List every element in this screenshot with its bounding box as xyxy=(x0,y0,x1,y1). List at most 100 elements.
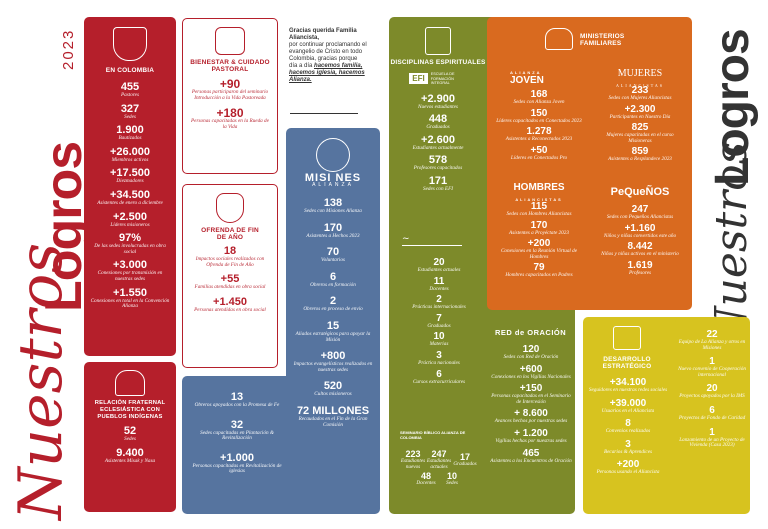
disciplinas-col3-stats: 120 Sedes con Red de Oración +600 Conexione… xyxy=(490,345,572,468)
hands-icon xyxy=(215,27,245,55)
stat-label: Asistentes de enero a diciembre xyxy=(97,199,163,206)
stat-value: +34.100 xyxy=(609,377,647,388)
stat-item: +1.450 Personas atendidas en obra social xyxy=(189,295,271,319)
stat-item: 97% De las sedes involucradas en obra soc… xyxy=(90,233,170,259)
stat-item: +800 Impactos evangelísticos realizados e… xyxy=(293,351,373,380)
stat-item: +150 Personas capacitadas en el Seminario… xyxy=(490,384,572,408)
stat-value: 170 xyxy=(530,219,548,231)
stat-label: Graduados xyxy=(426,124,450,131)
stat-item: +26.000 Miembros activos xyxy=(90,146,170,168)
stat-value: 465 xyxy=(522,447,540,459)
stat-value: 3 xyxy=(625,438,631,450)
stat-value: 327 xyxy=(120,102,140,115)
stat-label: Conexiones en la Reunión Virtual de Homb… xyxy=(500,248,578,260)
stat-label: Participantes en Nuestro Día xyxy=(609,113,671,120)
disciplinas-col1: DISCIPLINAS ESPIRITUALES EFI ESCUELA DE … xyxy=(389,27,487,196)
stat-label: Graduados xyxy=(427,322,451,329)
stat-item: 859 Asistentes a Resplandece 2023 xyxy=(597,147,683,165)
bienestar-title: BIENESTAR & CUIDADO PASTORAL xyxy=(190,59,270,73)
gracias-bold: Gracias querida Familia Aliancista, xyxy=(289,28,357,41)
stat-value: 52 xyxy=(123,425,137,437)
stat-item: 20 Estudiantes actuales xyxy=(400,258,478,276)
stat-item: 6 Proyectos de Fondo de Caridad xyxy=(677,404,747,427)
ministerios-right: 233 Sedes con Mujeres Aliancistas +2.300 Pa… xyxy=(596,86,684,166)
stat-item: +34.100 Seguidores en nuestras redes soci… xyxy=(587,378,669,398)
stat-item: 455 Pastores xyxy=(90,82,170,103)
stat-value: 6 xyxy=(709,404,715,416)
stat-value: +200 xyxy=(616,459,640,471)
stat-item: 247 Sedes con Pequeños Aliancistas xyxy=(597,205,683,223)
stat-label: Sedes con Misiones Alianza xyxy=(304,208,362,214)
stat-item: 10 Sedes xyxy=(439,472,465,488)
stat-item: 138 Sedes con Misiones Alianza xyxy=(293,198,373,222)
panel-misiones: MISI NES ALIANZA 138 Sedes con Misiones A… xyxy=(286,128,380,514)
stat-item: 223 Estudiantes nuevos xyxy=(400,450,426,471)
stat-label: Asistentes a Proyéctate 2023 xyxy=(509,229,569,236)
stat-label: Personas capacitadas en el Seminario de … xyxy=(491,393,571,405)
gracias-text: Gracias querida Familia Aliancista, por … xyxy=(289,28,367,84)
stat-item: +2.900 Nuevos estudiantes xyxy=(393,93,483,114)
stat-item: 6 Cursos extracurriculares xyxy=(400,369,478,388)
stat-item: +200 Conexiones en la Reunión Virtual de … xyxy=(496,239,582,262)
stat-label: Nuevo convenio de Cooperación internacio… xyxy=(678,366,746,378)
stat-value: 97% xyxy=(118,232,142,245)
stat-label: Becarios & Aprendices xyxy=(603,448,653,455)
stat-value: 20 xyxy=(706,383,718,395)
stat-label: Sedes con Mujeres Aliancistas xyxy=(608,95,672,101)
stat-item: 15 Aliados estratégicos para apoyar la Mi… xyxy=(293,320,373,350)
stat-label: Obreros en proceso de envío xyxy=(303,306,363,313)
joven-logo: ALIANZA JOVEN xyxy=(510,70,544,86)
stat-item: 247 Estudiantes actuales xyxy=(426,450,452,471)
stat-value: +1.160 xyxy=(624,222,656,234)
stat-item: + 8.600 Avances hechos por nuestras sedes xyxy=(490,409,572,428)
misiones-sub: ALIANZA xyxy=(312,182,354,188)
misiones-stats: 138 Sedes con Misiones Alianza 170 Asistent… xyxy=(293,198,373,436)
stat-label: Graduados xyxy=(453,460,477,467)
stat-label: Estudiantes actuales xyxy=(426,458,452,470)
gracias-body: por continuar proclamando el evangelio d… xyxy=(289,42,367,69)
stat-value: + 1.200 xyxy=(514,427,548,439)
stat-item: 1 Lanzamiento de un Proyecto de Vivienda … xyxy=(677,427,747,454)
stat-label: Sedes xyxy=(124,436,136,442)
stat-item: 520 Cultos misioneros xyxy=(293,381,373,405)
disciplinas-col3: 120 Sedes con Red de Oración +600 Conexione… xyxy=(489,345,573,468)
stat-item: +2.600 Estudiantes actualmente xyxy=(393,134,483,155)
stat-value: +50 xyxy=(530,144,548,156)
stat-label: Sedes xyxy=(446,480,458,487)
stat-item: + 1.200 Vigilias hechas por nuestras sede… xyxy=(490,427,572,448)
stat-label: Asistentes Misak y Nasa xyxy=(104,457,156,464)
panel-fraternal: RELACIÓN FRATERNAL ECLESIÁSTICA CON PUEB… xyxy=(84,362,176,512)
joven-word: JOVEN xyxy=(510,75,544,86)
stat-label: Sedes con Hombres Aliancistas xyxy=(506,211,572,217)
desarrollo-title: DESARROLLO ESTRATÉGICO xyxy=(602,356,652,370)
stat-item: +55 Familias atendidas en obra social xyxy=(189,274,271,296)
stat-label: Personas atendidas en obra social xyxy=(194,306,266,313)
signature-logo: ~ xyxy=(402,234,462,246)
colombia-title: EN COLOMBIA xyxy=(105,67,155,74)
efi-logo: EFI ESCUELA DE FORMACIÓN INTEGRAL xyxy=(409,72,466,86)
stat-value: 10 xyxy=(433,331,445,343)
brand-year: 2023 xyxy=(60,28,77,70)
stat-value: 8.442 xyxy=(627,241,653,253)
stat-value: 120 xyxy=(522,344,540,355)
stat-value: 17 xyxy=(459,451,470,462)
disciplinas-title: DISCIPLINAS ESPIRITUALES xyxy=(390,59,486,66)
panel-ofrenda: OFRENDA DE FIN DE AÑO 18 Impactos sociale… xyxy=(182,184,278,368)
stat-value: +39.000 xyxy=(609,397,647,409)
bottomblue-stats: 13 Obreros apoyados con la Promesa de Fe 3… xyxy=(189,392,285,486)
stat-label: Líderes capacitados en Conectados 2023 xyxy=(496,117,582,124)
stat-item: 13 Obreros apoyados con la Promesa de Fe xyxy=(189,392,285,419)
stat-label: Obreros en formación xyxy=(310,281,356,288)
mujeres-logo: MUJERES ALIANCISTAS xyxy=(600,68,680,90)
stat-label: Cursos extracurriculares xyxy=(412,378,466,385)
stat-item: 170 Asistentes a Hechos 2023 xyxy=(293,222,373,247)
ministerios-left2: 115 Sedes con Hombres Aliancistas 170 Asist… xyxy=(495,202,583,282)
stat-value: 1.278 xyxy=(526,126,552,138)
stat-item: 3 Práctica nacionales xyxy=(400,350,478,369)
stat-label: Sedes capacitadas en Plantación & Revita… xyxy=(200,429,274,442)
stat-value: +1.450 xyxy=(213,295,247,308)
disciplinas-col2-stats: 20 Estudiantes actuales 11 Docentes 2 Práctic… xyxy=(400,258,478,388)
stat-label: Nuevos estudiantes xyxy=(418,103,458,110)
panel-colombia: EN COLOMBIA 455 Pastores 327 Sedes 1.900 Baut… xyxy=(84,17,176,356)
ofrenda-title: OFRENDA DE FIN DE AÑO xyxy=(201,227,259,241)
